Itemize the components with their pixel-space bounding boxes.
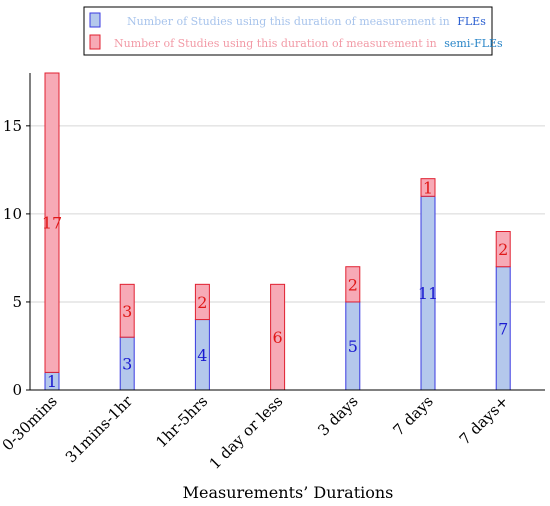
grid-layer xyxy=(30,125,545,303)
y-tick-label-15: 15 xyxy=(3,117,22,135)
data-label-series1-2: 2 xyxy=(197,293,207,312)
y-tick-label-5: 5 xyxy=(12,293,22,311)
data-label-series0-0: 1 xyxy=(47,372,57,391)
legend-swatch-fles xyxy=(89,12,101,28)
legend-label-fles-prefix: Number of Studies using this duration of… xyxy=(127,15,450,28)
data-label-series1-6: 2 xyxy=(498,240,508,259)
bar-series1-6 xyxy=(495,231,511,268)
data-label-series1-5: 1 xyxy=(423,178,433,197)
bar-series1-2 xyxy=(194,283,210,321)
labels-layer: 1 3 4 5 11 7 17 3 2 6 2 1 2 xyxy=(42,178,508,391)
legend-swatch-semi-fles xyxy=(89,34,101,50)
x-tick-label-2: 1hr-5hrs xyxy=(152,392,211,451)
data-label-series1-0: 17 xyxy=(42,214,62,233)
data-label-series0-4: 5 xyxy=(348,337,358,356)
legend-label-fles-suffix: FLEs xyxy=(457,15,486,28)
legend-box xyxy=(83,6,493,56)
x-tick-label-1: 31mins-1hr xyxy=(62,392,137,467)
bars-layer xyxy=(44,72,511,391)
data-label-series1-3: 6 xyxy=(273,328,283,347)
x-tick-label-6: 7 days+ xyxy=(456,392,512,448)
y-tick-label-10: 10 xyxy=(3,205,22,223)
x-tick-label-5: 7 days xyxy=(389,392,436,439)
x-axis-title: Measurements’ Durations xyxy=(183,483,394,502)
x-tick-label-0: 0-30mins xyxy=(0,392,61,454)
legend: Number of Studies using this duration of… xyxy=(83,6,503,56)
data-label-series0-2: 4 xyxy=(197,346,207,365)
data-label-series1-4: 2 xyxy=(348,275,358,294)
bar-series1-4 xyxy=(345,266,361,303)
x-tick-label-4: 3 days xyxy=(314,392,361,439)
data-label-series0-6: 7 xyxy=(498,319,508,338)
bar-series1-0 xyxy=(44,72,60,373)
legend-label-semi-fles: Number of Studies using this duration of… xyxy=(114,37,503,50)
data-label-series0-1: 3 xyxy=(122,355,132,374)
bar-series1-1 xyxy=(119,283,135,338)
y-tick-label-0: 0 xyxy=(12,381,22,399)
x-tick-label-3: 1 day or less xyxy=(206,392,287,473)
legend-label-fles: Number of Studies using this duration of… xyxy=(127,15,486,28)
data-label-series0-5: 11 xyxy=(418,284,438,303)
legend-label-semi-fles-prefix: Number of Studies using this duration of… xyxy=(114,37,437,50)
legend-label-semi-fles-suffix: semi-FLEs xyxy=(444,37,503,50)
bar-series1-5 xyxy=(420,178,436,197)
data-label-series1-1: 3 xyxy=(122,302,132,321)
